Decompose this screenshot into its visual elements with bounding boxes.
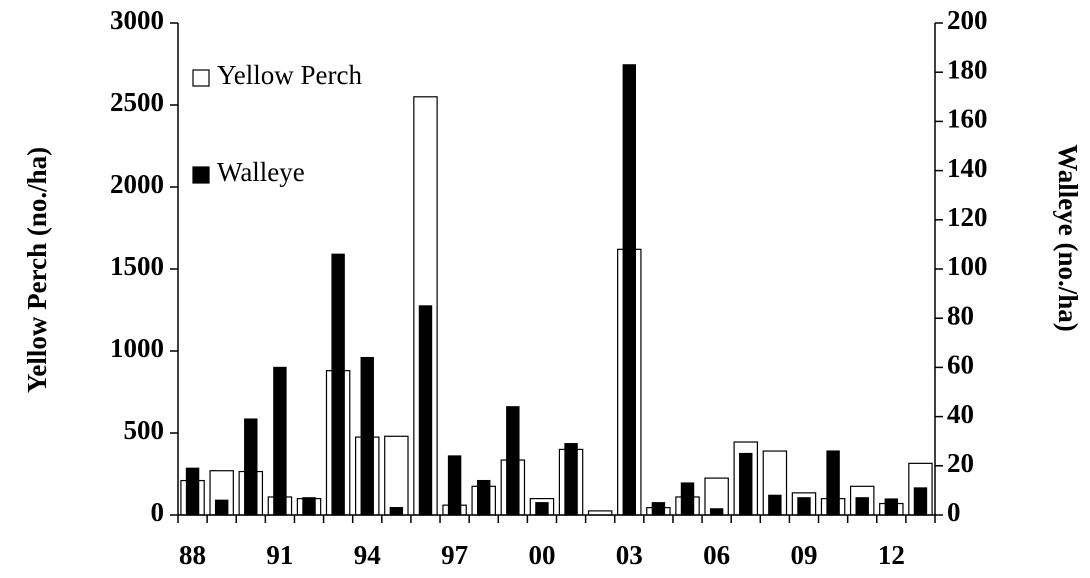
bar xyxy=(389,507,404,516)
bar xyxy=(506,406,520,516)
y-tick-label: 2500 xyxy=(110,87,164,117)
x-tick-label: 88 xyxy=(179,540,206,570)
legend-label: Walleye xyxy=(217,157,305,187)
bar xyxy=(884,498,899,516)
bar xyxy=(768,494,782,516)
y-tick-label: 2000 xyxy=(110,169,164,199)
x-tick-label: 94 xyxy=(354,540,381,570)
y2-tick-label: 200 xyxy=(947,5,988,35)
y2-tick-label: 140 xyxy=(947,153,988,183)
x-tick-label: 12 xyxy=(878,540,905,570)
y2-tick-label: 40 xyxy=(947,399,974,429)
legend-label: Yellow Perch xyxy=(217,60,363,90)
bar xyxy=(913,487,928,516)
y2-tick-label: 100 xyxy=(947,251,988,281)
bar xyxy=(244,418,258,516)
bar xyxy=(855,497,869,516)
bar xyxy=(622,64,637,516)
y2-tick-label: 80 xyxy=(947,300,974,330)
bar xyxy=(360,356,374,516)
y-tick-label: 0 xyxy=(151,497,165,527)
x-tick-label: 00 xyxy=(528,540,555,570)
y2-tick-label: 60 xyxy=(947,350,974,380)
bar xyxy=(739,452,753,516)
y-tick-label: 1000 xyxy=(110,333,164,363)
y2-tick-label: 120 xyxy=(947,202,988,232)
y-axis-title: Yellow Perch (no./ha) xyxy=(22,147,52,393)
bar xyxy=(651,502,666,516)
legend-swatch xyxy=(192,166,210,184)
bar xyxy=(797,497,811,516)
y-tick-label: 3000 xyxy=(110,5,164,35)
x-tick-label: 09 xyxy=(790,540,817,570)
bar xyxy=(214,499,229,516)
bar xyxy=(185,467,200,516)
bar xyxy=(273,366,287,516)
bar xyxy=(680,482,695,516)
x-tick-label: 03 xyxy=(616,540,643,570)
bar xyxy=(384,435,409,516)
bar xyxy=(302,497,316,516)
bar xyxy=(476,479,491,516)
y2-axis-title: Walleye (no./ha) xyxy=(1053,144,1083,332)
y2-tick-label: 20 xyxy=(947,448,974,478)
bar xyxy=(418,305,433,516)
y-tick-label: 500 xyxy=(124,415,165,445)
x-tick-label: 06 xyxy=(703,540,730,570)
x-tick-label: 97 xyxy=(441,540,468,570)
bar xyxy=(826,450,840,516)
y-tick-label: 1500 xyxy=(110,251,164,281)
bar xyxy=(331,253,345,516)
x-tick-label: 91 xyxy=(266,540,293,570)
y2-tick-label: 180 xyxy=(947,54,988,84)
y2-tick-label: 0 xyxy=(947,497,961,527)
y2-tick-label: 160 xyxy=(947,104,988,134)
legend-swatch xyxy=(192,69,210,87)
bar xyxy=(535,502,549,516)
bar xyxy=(709,508,724,516)
bar xyxy=(447,455,462,516)
bar xyxy=(564,443,578,516)
